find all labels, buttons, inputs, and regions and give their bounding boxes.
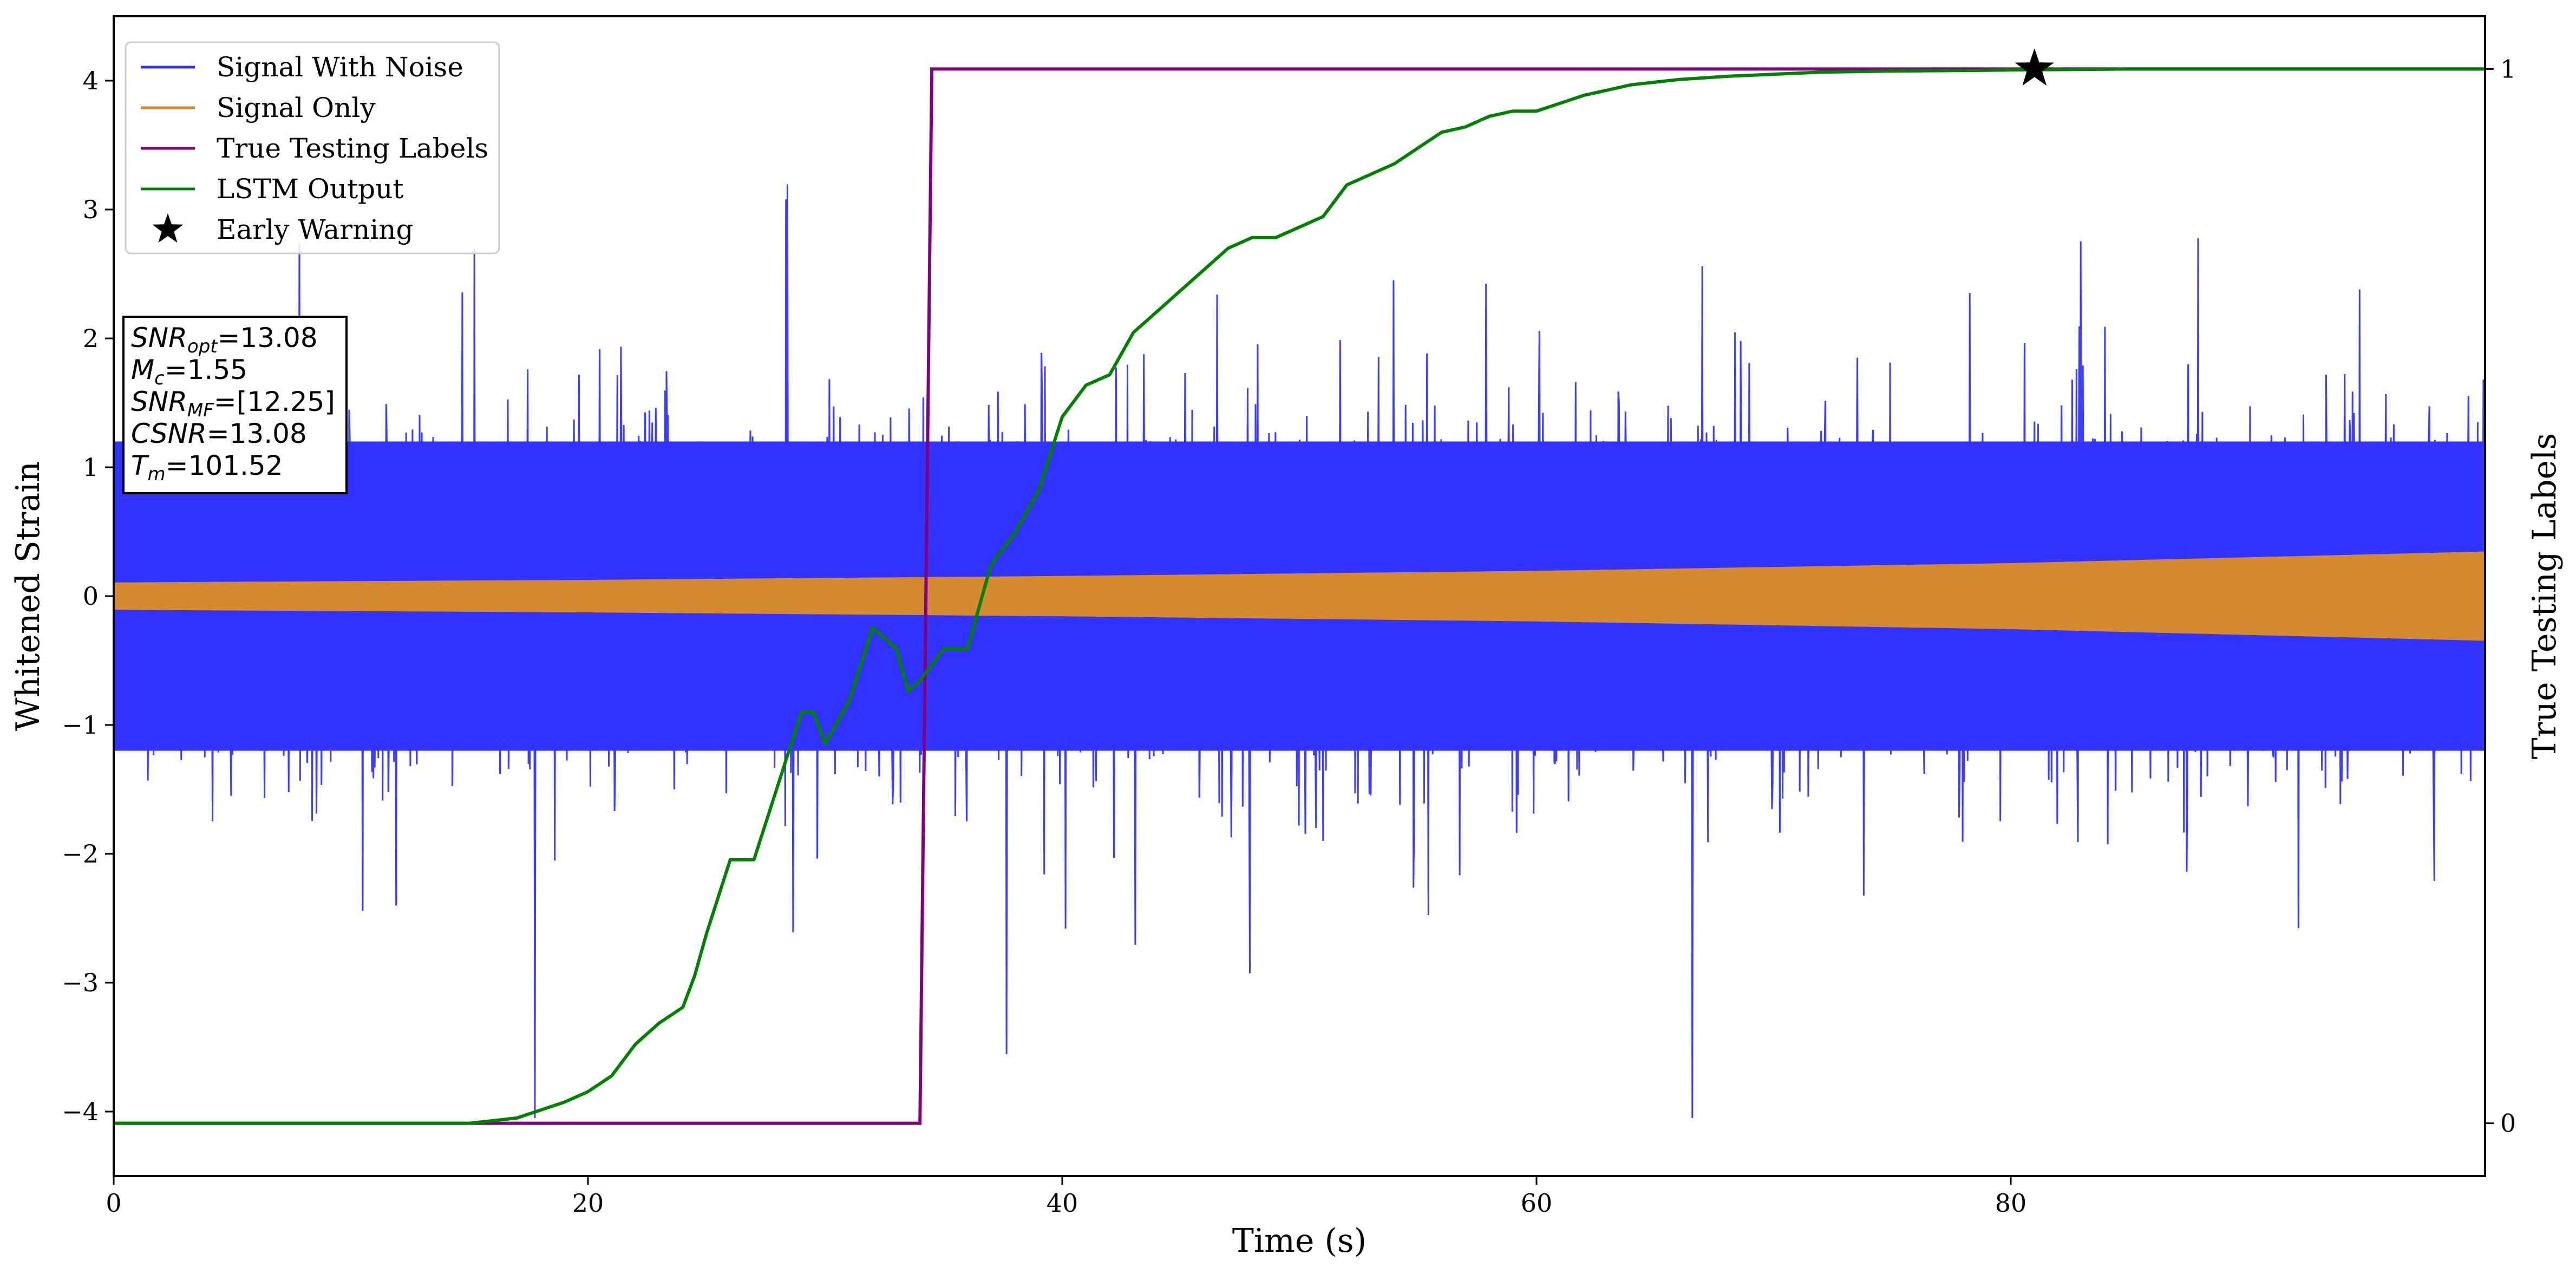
legend-label: Signal Only: [217, 92, 376, 123]
y-tick-label: −3: [62, 968, 99, 997]
info-box-frame: [122, 316, 348, 494]
x-tick-label: 40: [1047, 1188, 1078, 1218]
legend-label: LSTM Output: [217, 173, 403, 205]
y-tick-label: 0: [83, 582, 99, 611]
y-tick-label: −2: [62, 839, 99, 868]
y2-axis-label: True Testing Labels: [2526, 433, 2564, 760]
x-tick-label: 20: [572, 1188, 604, 1218]
legend: Signal With Noise Signal Only True Testing…: [125, 41, 500, 254]
legend-label: Signal With Noise: [217, 51, 463, 83]
signal-with-noise-series: [114, 184, 2485, 1118]
y-tick-label: 1: [83, 453, 99, 482]
info-line: SNRMF=[12.25]: [131, 386, 335, 421]
early-warning-star: [2015, 48, 2054, 86]
legend-label: Early Warning: [217, 214, 414, 245]
legend-label: True Testing Labels: [217, 133, 488, 164]
legend-box: [125, 41, 500, 254]
x-tick-label: 60: [1521, 1188, 1553, 1218]
y-tick-label: 4: [83, 66, 99, 95]
lstm-output-series: [114, 67, 2485, 1125]
info-line: Tm=101.52: [131, 450, 283, 485]
x-tick-label: 80: [1995, 1188, 2027, 1218]
x-axis-label: Time (s): [1232, 1222, 1367, 1260]
y-axis-label: Whitened Strain: [9, 461, 47, 731]
y-tick-label: −4: [62, 1097, 99, 1126]
y-tick-label: 3: [83, 195, 99, 224]
x-tick-label: 0: [106, 1188, 121, 1218]
true-testing-labels-series: [114, 67, 2485, 1125]
signal-only-series: [114, 551, 2485, 641]
early-warning-series: [2015, 48, 2054, 86]
parameter-info-box: SNRopt=13.08Mc=1.55SNRMF=[12.25]CSNR=13.…: [122, 316, 348, 494]
y2-tick-label: 0: [2500, 1109, 2516, 1138]
legend-marker: [152, 213, 184, 243]
labels-line: [114, 67, 2485, 1125]
info-line: SNRopt=13.08: [131, 322, 318, 357]
y-axis-right: 01: [2485, 54, 2516, 1138]
lstm-line: [114, 67, 2485, 1125]
info-line: Mc=1.55: [131, 354, 247, 389]
y-tick-label: −1: [62, 710, 99, 740]
y-axis-left: −4 −3 −2 −1 0 1 2 3 4: [62, 66, 114, 1126]
y2-tick-label: 1: [2500, 54, 2516, 83]
info-line: CSNR=13.08: [131, 418, 307, 449]
x-axis: 0 20 40 60 80: [106, 1176, 2026, 1218]
signal-envelope: [114, 551, 2485, 641]
y-tick-label: 2: [83, 324, 99, 353]
